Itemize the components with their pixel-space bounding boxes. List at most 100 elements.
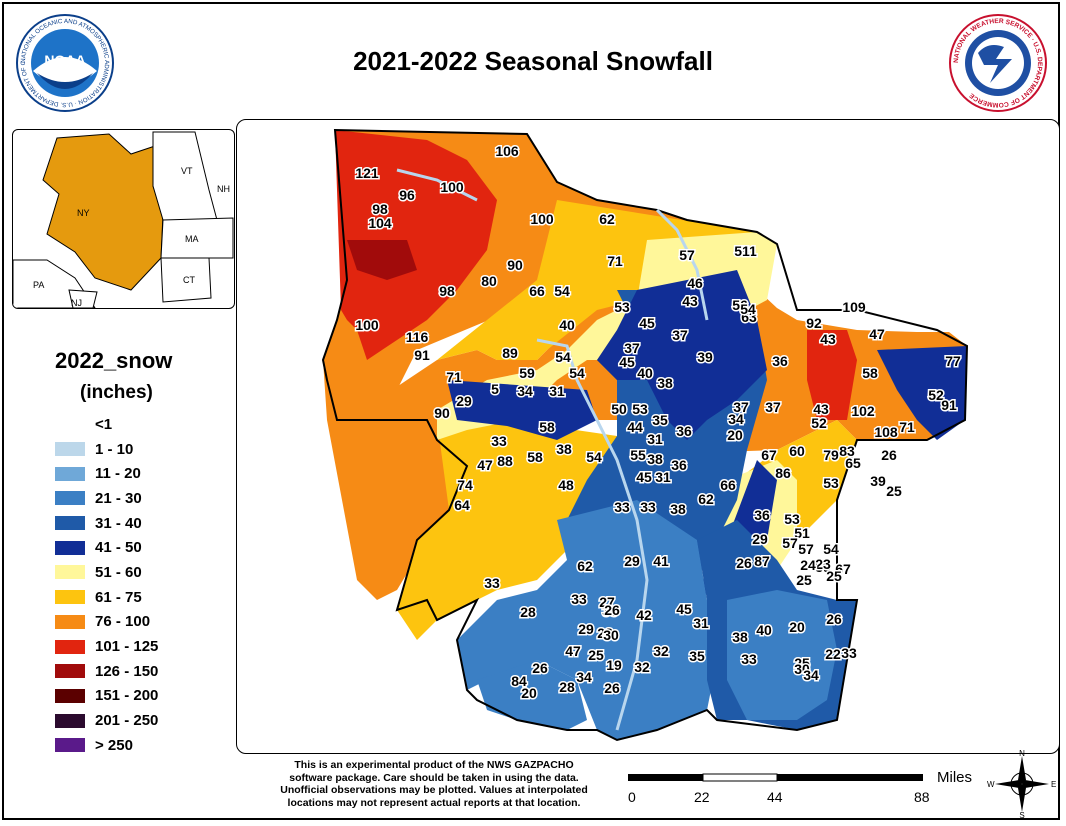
snowfall-value-label: 58 [862, 365, 878, 381]
snowfall-value-label: 86 [775, 465, 791, 481]
snowfall-value-label: 26 [826, 611, 842, 627]
snowfall-value-label: 88 [497, 453, 513, 469]
snowfall-value-label: 48 [558, 477, 574, 493]
snowfall-value-label: 36 [676, 423, 692, 439]
snowfall-value-label: 35 [689, 648, 705, 664]
snowfall-value-label: 38 [732, 629, 748, 645]
snowfall-value-label: 25 [588, 647, 604, 663]
snowfall-value-label: 32 [634, 659, 650, 675]
snowfall-value-label: 63 [741, 309, 757, 325]
snowfall-value-label: 45 [676, 601, 692, 617]
snowfall-value-label: 28 [559, 679, 575, 695]
snowfall-value-label: 90 [507, 257, 523, 273]
snowfall-value-label: 37 [672, 327, 688, 343]
legend-label: 11 - 20 [95, 465, 141, 483]
legend-swatch [55, 664, 85, 679]
snowfall-value-label: 26 [881, 447, 897, 463]
snowfall-value-label: 31 [693, 615, 709, 631]
snowfall-value-label: 22 [825, 646, 841, 662]
snowfall-value-label: 66 [529, 283, 545, 299]
snowfall-value-label: 92 [806, 315, 822, 331]
snowfall-value-label: 38 [556, 441, 572, 457]
snowfall-value-label: 33 [741, 651, 757, 667]
snowfall-value-label: 100 [530, 211, 554, 227]
noaa-center-text: NOAA [44, 52, 85, 68]
snowfall-value-label: 37 [765, 399, 781, 415]
legend-item: 76 - 100 [55, 610, 158, 635]
snowfall-value-label: 80 [481, 273, 497, 289]
snowfall-value-label: 42 [636, 607, 652, 623]
snowfall-value-label: 52 [811, 415, 827, 431]
snowfall-value-label: 33 [841, 645, 857, 661]
legend-item: 201 - 250 [55, 708, 158, 733]
snowfall-value-label: 20 [789, 619, 805, 635]
snowfall-value-label: 79 [823, 447, 839, 463]
legend-label: 21 - 30 [95, 489, 142, 507]
snowfall-value-label: 41 [653, 553, 669, 569]
snowfall-value-label: 39 [697, 349, 713, 365]
snowfall-value-label: 84 [511, 673, 527, 689]
snowfall-value-label: 91 [414, 347, 430, 363]
snowfall-value-label: 24 [800, 557, 816, 573]
legend-swatch [55, 590, 85, 605]
snowfall-zone [347, 240, 417, 280]
snowfall-value-label: 31 [549, 383, 565, 399]
svg-text:E: E [1051, 780, 1056, 789]
legend-swatch [55, 466, 85, 481]
snowfall-value-label: 31 [655, 469, 671, 485]
snowfall-value-label: 47 [869, 326, 885, 342]
inset-label-ma: MA [185, 234, 199, 244]
snowfall-value-label: 54 [586, 449, 602, 465]
snowfall-value-label: 77 [945, 353, 961, 369]
snowfall-value-label: 23 [815, 556, 831, 572]
legend-swatch [55, 738, 85, 753]
disclaimer-line: locations may not represent actual repor… [287, 796, 581, 809]
snowfall-value-label: 74 [457, 477, 473, 493]
snowfall-value-label: 33 [491, 433, 507, 449]
legend-label: > 250 [95, 736, 133, 754]
snowfall-value-label: 57 [798, 541, 814, 557]
snowfall-value-label: 29 [624, 553, 640, 569]
legend-item: <1 [55, 412, 158, 437]
snowfall-value-label: 32 [653, 643, 669, 659]
snowfall-value-label: 60 [789, 443, 805, 459]
legend-label: 51 - 60 [95, 563, 142, 581]
legend-swatch [55, 442, 85, 457]
legend-swatch [55, 417, 85, 432]
legend-swatch [55, 639, 85, 654]
legend-swatch [55, 516, 85, 531]
inset-label-nh: NH [217, 184, 230, 194]
snowfall-value-label: 33 [640, 499, 656, 515]
snowfall-value-label: 100 [355, 317, 379, 333]
snowfall-value-label: 51 [734, 243, 750, 259]
snowfall-value-label: 34 [803, 667, 819, 683]
snowfall-value-label: 64 [454, 497, 470, 513]
snowfall-value-label: 62 [698, 491, 714, 507]
snowfall-value-label: 33 [571, 591, 587, 607]
snowfall-value-label: 34 [576, 669, 592, 685]
legend-swatch [55, 713, 85, 728]
snowfall-value-label: 53 [614, 299, 630, 315]
legend-label: 1 - 10 [95, 440, 134, 458]
legend-label: 126 - 150 [95, 662, 159, 680]
snowfall-value-label: 57 [782, 535, 798, 551]
snowfall-value-label: 53 [823, 475, 839, 491]
snowfall-value-label: 104 [368, 215, 392, 231]
snowfall-value-label: 102 [851, 403, 875, 419]
river [536, 338, 649, 731]
snowfall-value-label: 26 [736, 555, 752, 571]
snowfall-value-label: 44 [627, 419, 643, 435]
snowfall-zone [597, 270, 767, 440]
snowfall-zone [447, 380, 597, 440]
snowfall-value-label: 20 [727, 427, 743, 443]
svg-text:N: N [1019, 750, 1025, 758]
inset-label-nj: NJ [71, 298, 82, 308]
snowfall-value-label: 71 [446, 369, 462, 385]
legend-item: 31 - 40 [55, 511, 158, 536]
snowfall-value-label: 39 [815, 559, 831, 575]
snowfall-value-label: 28 [597, 625, 613, 641]
snowfall-value-label: 37 [624, 340, 640, 356]
legend-label: 151 - 200 [95, 687, 159, 705]
snowfall-value-label: 38 [647, 451, 663, 467]
snowfall-value-label: 25 [794, 655, 810, 671]
